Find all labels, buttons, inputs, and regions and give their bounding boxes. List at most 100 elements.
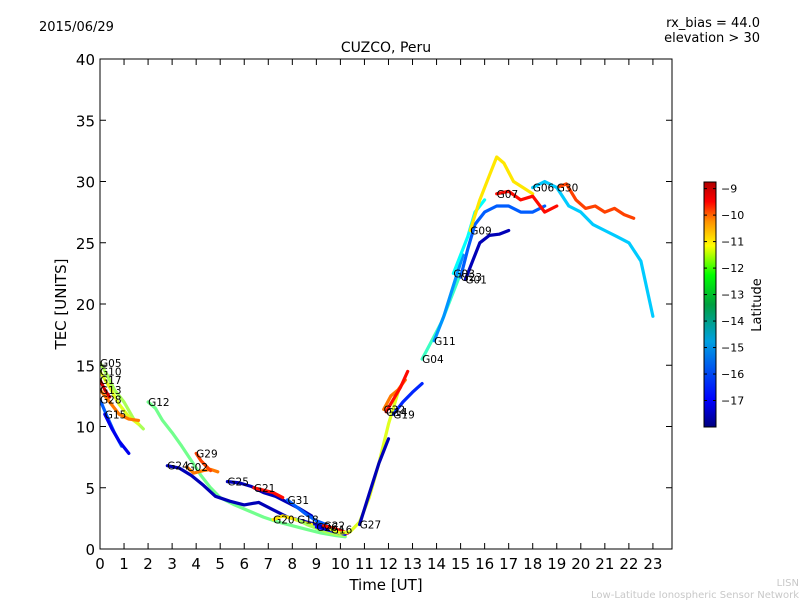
satellite-label-g09: G09 <box>470 226 492 238</box>
x-tick-label: 0 <box>95 555 105 573</box>
series-line-g07 <box>495 189 559 214</box>
satellite-label-g27: G27 <box>360 520 382 532</box>
satellite-label-g22: G22 <box>324 521 346 533</box>
satellite-label-g16: G16 <box>331 524 353 536</box>
satellite-label-g11: G11 <box>434 336 456 348</box>
y-tick-label: 5 <box>85 480 95 498</box>
satellite-label-g12: G12 <box>148 397 170 409</box>
x-tick-label: 7 <box>264 555 274 573</box>
series-line-g19 <box>391 382 424 416</box>
colorbar-ticks: −9 −10 −11 −12 −13 −14 −15 −16 −17 <box>704 183 744 408</box>
satellite-label-g03: G03 <box>453 268 475 280</box>
y-tick-label: 40 <box>76 51 95 69</box>
series-line-g15 <box>103 412 131 455</box>
x-axis: 0 1 2 3 4 5 6 7 8 9 10 11 12 13 14 15 16 17 18 19 20 21 22 23 <box>95 59 662 573</box>
plot-frame <box>99 58 673 550</box>
x-tick-label: 2 <box>143 555 153 573</box>
chart-title: CUZCO, Peru <box>341 40 431 56</box>
satellite-label-g07: G07 <box>497 189 519 201</box>
rx-bias-label: rx_bias = 44.0 <box>666 16 760 31</box>
y-tick-label: 0 <box>85 541 95 559</box>
colorbar-tick-label: −11 <box>721 236 744 249</box>
x-tick-label: 14 <box>427 555 446 573</box>
x-tick-label: 12 <box>379 555 398 573</box>
elevation-label: elevation > 30 <box>664 31 760 46</box>
series-line-g09 <box>468 155 535 233</box>
x-tick-label: 20 <box>571 555 590 573</box>
series-line-g30 <box>555 182 636 220</box>
colorbar <box>703 181 717 428</box>
x-tick-label: 22 <box>619 555 638 573</box>
satellite-label-g20: G20 <box>273 515 295 527</box>
x-tick-label: 17 <box>499 555 518 573</box>
satellite-label-g30: G30 <box>557 183 579 195</box>
series-line-g18 <box>295 517 347 538</box>
y-tick-label: 20 <box>76 296 95 314</box>
satellite-label-g24: G24 <box>167 461 189 473</box>
satellite-label-g19: G19 <box>393 409 415 421</box>
colorbar-label: Latitude <box>750 278 765 332</box>
series-line-g29 <box>194 451 213 473</box>
satellite-label-g10: G10 <box>100 366 122 378</box>
satellite-label-g21: G21 <box>254 483 276 495</box>
x-tick-label: 9 <box>312 555 322 573</box>
y-tick-label: 25 <box>76 235 95 253</box>
colorbar-tick-label: −10 <box>721 209 744 222</box>
satellite-label-g29: G29 <box>196 448 218 460</box>
satellite-label-g06: G06 <box>533 183 555 195</box>
satellite-label-g32: G32 <box>384 404 406 416</box>
x-tick-label: 10 <box>331 555 350 573</box>
colorbar-tick-label: −16 <box>721 368 744 381</box>
satellite-label-g02: G02 <box>187 462 209 474</box>
x-tick-label: 8 <box>288 555 298 573</box>
x-tick-label: 23 <box>643 555 662 573</box>
y-tick-label: 10 <box>76 419 95 437</box>
y-tick-label: 35 <box>76 112 95 130</box>
series-line-g17 <box>100 378 112 399</box>
satellite-label-g14: G14 <box>386 407 408 419</box>
satellite-label-g05: G05 <box>100 358 122 370</box>
colorbar-tick-label: −9 <box>721 183 737 196</box>
date-label: 2015/06/29 <box>39 20 114 35</box>
series-line-g21 <box>252 486 285 500</box>
satellite-label-g31: G31 <box>288 495 310 507</box>
x-tick-label: 11 <box>355 555 374 573</box>
satellite-label-g15: G15 <box>105 409 127 421</box>
x-tick-label: 4 <box>191 555 201 573</box>
series-line-g02 <box>184 465 220 475</box>
series-line-g13 <box>100 388 141 422</box>
x-tick-label: 19 <box>547 555 566 573</box>
colorbar-tick-label: −13 <box>721 289 744 302</box>
colorbar-tick-label: −12 <box>721 262 744 275</box>
series-line-g14 <box>384 369 410 414</box>
y-tick-label: 15 <box>76 357 95 375</box>
colorbar-tick-label: −17 <box>721 395 744 408</box>
lisn-long-label: Low-Latitude Ionospheric Sensor Network <box>591 590 799 600</box>
series-line-g31 <box>285 498 328 527</box>
satellite-label-g25: G25 <box>227 477 249 489</box>
x-tick-label: 1 <box>119 555 129 573</box>
satellite-label-g18: G18 <box>297 515 319 527</box>
series-line-g06 <box>531 179 655 318</box>
satellite-label-g26: G26 <box>316 522 338 534</box>
series-line-g01 <box>463 228 511 282</box>
colorbar-tick-label: −14 <box>721 315 744 328</box>
x-tick-label: 13 <box>403 555 422 573</box>
y-axis: 0 5 10 15 20 25 30 35 40 <box>76 51 672 559</box>
y-axis-label: TEC [UNITS] <box>52 259 70 351</box>
satellite-label-g17: G17 <box>100 375 122 387</box>
x-tick-label: 21 <box>595 555 614 573</box>
colorbar-tick-label: −15 <box>721 342 744 355</box>
satellite-label-g04: G04 <box>422 354 444 366</box>
x-tick-label: 3 <box>167 555 177 573</box>
x-tick-label: 6 <box>239 555 249 573</box>
series-layer <box>100 155 655 539</box>
lisn-short-label: LISN <box>777 578 799 589</box>
series-line-g11 <box>432 253 465 343</box>
satellite-label-g28: G28 <box>100 395 122 407</box>
satellite-label-g13: G13 <box>100 385 122 397</box>
satellite-label-g23: G23 <box>461 272 483 284</box>
satellite-label-g01: G01 <box>465 275 487 287</box>
x-tick-label: 18 <box>523 555 542 573</box>
